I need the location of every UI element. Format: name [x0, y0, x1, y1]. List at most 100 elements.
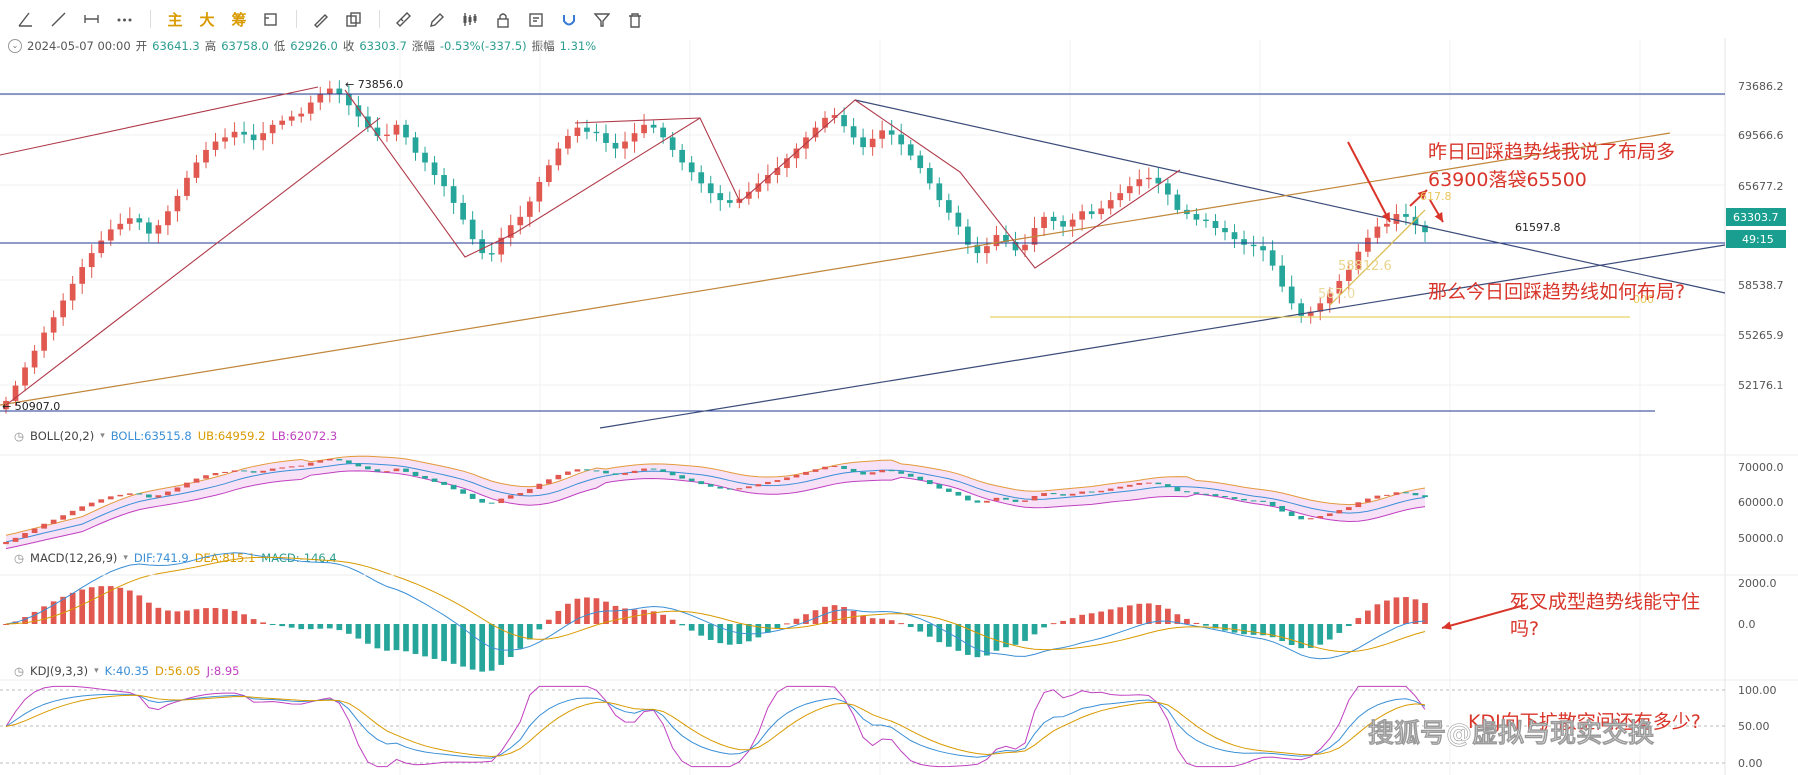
trough-label: ← 50907.0 — [2, 400, 60, 413]
macd-bar — [1317, 624, 1324, 645]
lock-icon[interactable] — [487, 4, 517, 34]
candle-body — [1412, 216, 1419, 226]
boll-candle — [184, 482, 190, 488]
text-tool-2[interactable]: 筹 — [231, 10, 247, 29]
bell-icon[interactable]: ◷ — [14, 429, 25, 443]
open-label: 开 — [135, 39, 148, 53]
pen-icon[interactable] — [421, 4, 451, 34]
macd-bar — [736, 624, 743, 644]
macd-bar — [1355, 618, 1362, 624]
macd-bar — [1003, 624, 1009, 648]
candle-body — [1184, 209, 1190, 215]
candle-body — [1336, 280, 1343, 294]
candle-body — [669, 137, 676, 150]
kdj-tick: 0.00 — [1738, 757, 1763, 770]
dropdown-icon[interactable]: ▾ — [100, 431, 105, 441]
horizontal-ray-icon[interactable] — [76, 4, 106, 34]
candle-body — [574, 127, 581, 136]
text-tool-0[interactable]: 主 — [167, 10, 183, 29]
annotation-arrow-2 — [1409, 189, 1428, 207]
macd-bar — [365, 624, 371, 644]
macd-bar — [860, 615, 866, 624]
candle-body — [1193, 214, 1200, 220]
candle-body — [307, 102, 314, 114]
boll-candle — [669, 471, 676, 476]
candle-body — [126, 218, 133, 224]
macd-bar — [307, 624, 314, 630]
chevron-icon[interactable]: ⌄ — [8, 39, 22, 53]
candle-body — [355, 105, 362, 117]
macd-bar — [1307, 624, 1314, 648]
macd-name[interactable]: MACD(12,26,9) — [30, 551, 118, 565]
annotation-arrow-1 — [1347, 141, 1391, 223]
candle-body — [1012, 241, 1019, 251]
candle-body — [412, 137, 419, 153]
macd-bar — [1165, 608, 1171, 624]
boll-name[interactable]: BOLL(20,2) — [30, 429, 95, 443]
macd-bar — [155, 607, 162, 624]
macd-bar — [1374, 604, 1381, 624]
boll-candle — [1269, 501, 1276, 506]
boll-candle — [717, 486, 724, 489]
candle-body — [1145, 177, 1152, 180]
brush-icon[interactable] — [305, 4, 335, 34]
macd-bar — [1260, 624, 1266, 636]
ruler-icon[interactable] — [388, 4, 418, 34]
copy-icon[interactable] — [338, 4, 368, 34]
candle-body — [422, 152, 428, 163]
candle-body — [498, 237, 505, 255]
macd-bar — [488, 624, 495, 671]
boll-candle — [498, 498, 505, 504]
macd-tick: 0.0 — [1738, 618, 1756, 631]
boll-lower — [5, 470, 1426, 550]
magnet-icon[interactable] — [553, 4, 583, 34]
boll-candle — [203, 475, 209, 479]
candles-icon[interactable] — [454, 4, 484, 34]
macd-dif-line — [5, 552, 1426, 660]
macd-bar — [174, 611, 181, 624]
trash-icon[interactable] — [619, 4, 649, 34]
macd-bar — [1212, 624, 1219, 629]
boll-candle — [326, 458, 333, 461]
boll-candle — [1079, 491, 1086, 494]
dropdown-icon[interactable]: ▾ — [94, 666, 99, 676]
boll-candle — [936, 484, 943, 489]
boll-candle — [298, 465, 305, 467]
macd-bar — [50, 601, 57, 624]
candle-body — [1126, 186, 1133, 194]
filter-icon[interactable] — [586, 4, 616, 34]
boll-candle — [1012, 499, 1019, 502]
ohlc-date: 2024-05-07 00:00 — [27, 39, 131, 53]
boll-candle — [1107, 488, 1114, 491]
candle-body — [269, 124, 276, 134]
kdj-name[interactable]: KDJ(9,3,3) — [30, 664, 89, 678]
annotation-arrow-3 — [1429, 199, 1444, 223]
boll-candle — [1041, 493, 1047, 496]
macd-bar — [184, 610, 190, 624]
boll-candle — [1336, 510, 1343, 514]
candle-body — [1345, 269, 1352, 281]
macd-bar — [288, 624, 295, 628]
candle-body — [1060, 221, 1066, 227]
note-icon[interactable] — [520, 4, 550, 34]
boll-candle — [1250, 500, 1257, 502]
more-tools-icon[interactable] — [109, 4, 139, 34]
candle-body — [479, 239, 486, 254]
macd-bar — [917, 624, 924, 632]
trend-angle-icon[interactable] — [10, 4, 40, 34]
dropdown-icon[interactable]: ▾ — [123, 553, 128, 563]
boll-candle — [307, 462, 314, 466]
boll-candle — [555, 474, 562, 480]
bell-icon[interactable]: ◷ — [14, 551, 25, 565]
boll-candle — [441, 481, 447, 485]
boll-candle — [545, 479, 552, 484]
measure-icon[interactable] — [255, 4, 285, 34]
boll-candle — [603, 470, 609, 474]
text-tool-1[interactable]: 大 — [199, 10, 215, 29]
boll-candle — [107, 496, 114, 500]
macd-bar — [1269, 624, 1276, 638]
ascending-trendline — [599, 244, 1726, 429]
bell-icon[interactable]: ◷ — [14, 664, 25, 678]
line-tool-icon[interactable] — [43, 4, 73, 34]
